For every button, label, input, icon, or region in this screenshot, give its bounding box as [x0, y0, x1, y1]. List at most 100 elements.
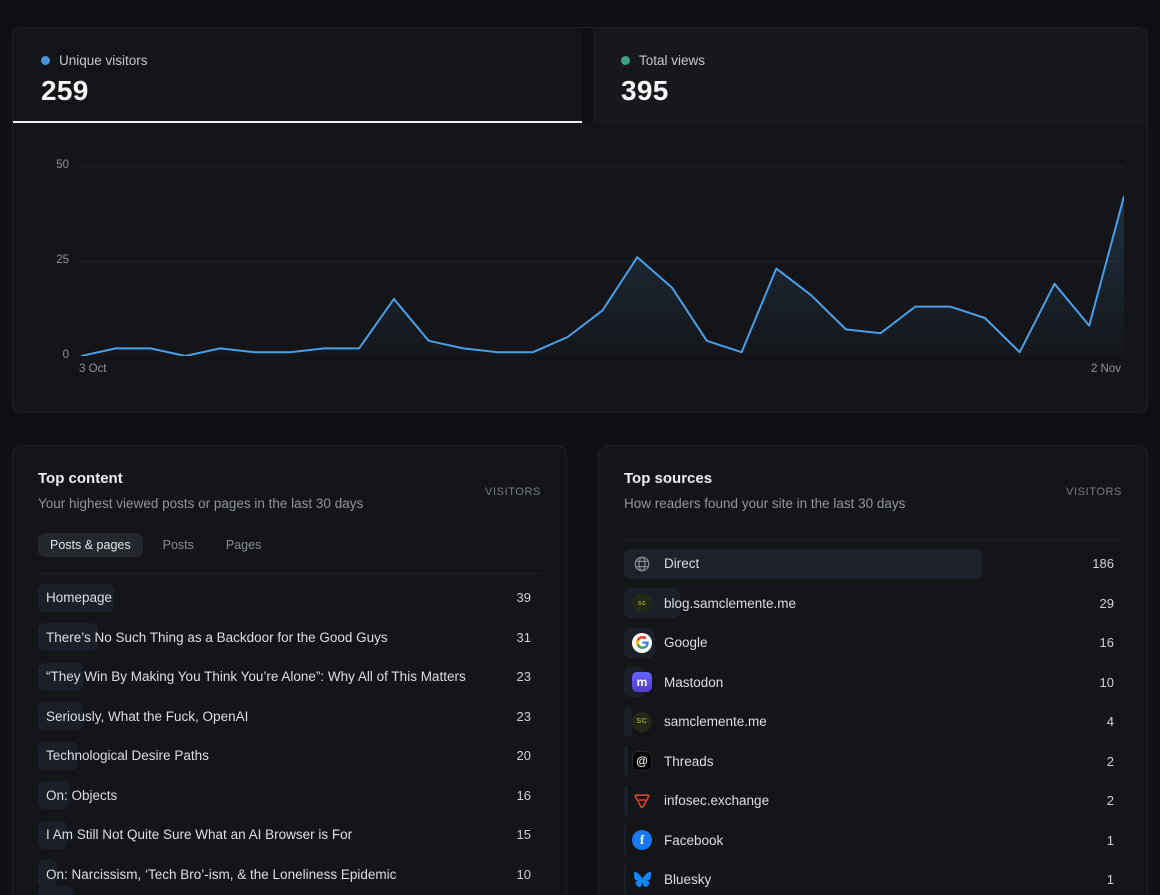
visitor-count: 20 — [516, 748, 531, 764]
visitor-count: 16 — [516, 787, 531, 803]
visitor-count: 1 — [1106, 872, 1114, 888]
visitor-bar — [624, 706, 632, 737]
source-row[interactable]: infosec.exchange 2 — [624, 781, 1122, 821]
content-row[interactable]: On: Narcissism, ‘Tech Bro’-ism, & the Lo… — [38, 855, 541, 895]
visitor-count: 29 — [1099, 595, 1114, 611]
kpi-tab-total-views[interactable]: Total views 395 — [593, 28, 1147, 123]
visitor-count: 15 — [516, 827, 531, 843]
visitors-column-header: VISITORS — [1066, 486, 1122, 498]
source-name: infosec.exchange — [664, 793, 770, 809]
content-row[interactable]: “They Win By Making You Think You’re Alo… — [38, 657, 541, 697]
source-name: Bluesky — [664, 872, 712, 888]
visitor-count: 10 — [516, 866, 531, 882]
visitor-bar — [624, 825, 626, 856]
bluesky-icon — [632, 870, 652, 890]
kpi-label: Unique visitors — [59, 53, 148, 68]
source-name: blog.samclemente.me — [664, 595, 797, 611]
divider — [624, 539, 1122, 540]
globe-icon — [632, 554, 652, 574]
visitor-count: 1 — [1106, 832, 1114, 848]
x-axis-tick-end: 2 Nov — [1090, 363, 1121, 375]
visitor-bar — [624, 746, 628, 777]
google-icon — [632, 632, 652, 653]
mastodon-icon: m — [632, 672, 652, 693]
content-row-partial[interactable] — [38, 886, 541, 895]
content-title: I Am Still Not Quite Sure What an AI Bro… — [46, 827, 353, 843]
card-title: Top sources — [624, 470, 713, 487]
source-row[interactable]: Bluesky 1 — [624, 860, 1122, 895]
content-row[interactable]: I Am Still Not Quite Sure What an AI Bro… — [38, 815, 541, 855]
unique-visitors-dot-icon — [41, 56, 50, 65]
content-title: On: Narcissism, ‘Tech Bro’-ism, & the Lo… — [46, 866, 397, 882]
visitor-bar — [38, 623, 99, 652]
sources-list: Direct 186 sc blog.samclemente.me 29 Google 16… — [624, 544, 1122, 895]
content-type-tabs: Posts & pages Posts Pages — [38, 533, 541, 557]
visitor-bar — [38, 886, 74, 895]
tab-posts-pages[interactable]: Posts & pages — [38, 533, 143, 557]
content-title: Homepage — [46, 590, 113, 606]
top-sources-card: Top sources How readers found your site … — [598, 445, 1148, 895]
infosec-exchange-icon — [632, 791, 652, 811]
content-row[interactable]: There’s No Such Thing as a Backdoor for … — [38, 618, 541, 658]
source-row[interactable]: SC samclemente.me 4 — [624, 702, 1122, 742]
gridline-25 — [81, 261, 1124, 262]
source-row[interactable]: Google 16 — [624, 623, 1122, 663]
total-views-dot-icon — [621, 56, 630, 65]
content-title: Seriously, What the Fuck, OpenAI — [46, 708, 249, 724]
source-row[interactable]: @ Threads 2 — [624, 742, 1122, 782]
content-title: “They Win By Making You Think You’re Alo… — [46, 669, 466, 685]
divider — [38, 573, 541, 574]
facebook-icon: f — [632, 830, 652, 851]
card-subtitle: How readers found your site in the last … — [624, 496, 906, 511]
visitor-bar — [38, 781, 70, 810]
kpi-value: 395 — [621, 75, 669, 106]
source-row[interactable]: f Facebook 1 — [624, 821, 1122, 861]
source-name: Threads — [664, 753, 714, 769]
visitor-bar — [38, 662, 83, 691]
source-name: samclemente.me — [664, 714, 767, 730]
threads-icon: @ — [632, 751, 652, 772]
visitors-column-header: VISITORS — [485, 486, 541, 498]
tab-pages[interactable]: Pages — [225, 538, 262, 552]
content-title: There’s No Such Thing as a Backdoor for … — [46, 629, 388, 645]
visitor-count: 23 — [516, 708, 531, 724]
chart-line — [81, 195, 1124, 356]
source-name: Direct — [664, 556, 700, 572]
visitor-bar — [38, 820, 68, 849]
content-row[interactable]: Homepage 39 — [38, 578, 541, 618]
visitor-count: 16 — [1099, 635, 1114, 651]
source-row[interactable]: sc blog.samclemente.me 29 — [624, 584, 1122, 624]
visitor-count: 2 — [1106, 753, 1114, 769]
content-row[interactable]: Seriously, What the Fuck, OpenAI 23 — [38, 697, 541, 737]
y-axis-tick: 50 — [56, 159, 69, 171]
visitor-bar — [38, 741, 77, 770]
source-row[interactable]: Direct 186 — [624, 544, 1122, 584]
content-title: Technological Desire Paths — [46, 748, 209, 764]
x-axis-tick-start: 3 Oct — [79, 363, 107, 375]
visitor-count: 31 — [516, 629, 531, 645]
visitor-count: 23 — [516, 669, 531, 685]
visitor-bar — [624, 785, 628, 816]
visitor-count: 186 — [1092, 556, 1114, 572]
visitor-count: 39 — [516, 590, 531, 606]
content-row[interactable]: Technological Desire Paths 20 — [38, 736, 541, 776]
visitor-bar — [624, 864, 626, 895]
visitor-bar — [624, 548, 982, 579]
kpi-tab-divider — [582, 28, 593, 123]
kpi-tab-unique-visitors[interactable]: Unique visitors 259 — [13, 28, 582, 123]
y-axis-tick: 0 — [62, 349, 69, 361]
source-name: Facebook — [664, 832, 724, 848]
chart-area-fill — [81, 196, 1124, 356]
visitor-bar — [38, 583, 114, 612]
visitor-bar — [38, 860, 58, 889]
content-title: On: Objects — [46, 787, 118, 803]
visitors-line-chart[interactable] — [81, 125, 1124, 356]
content-row[interactable]: On: Objects 16 — [38, 776, 541, 816]
card-title: Top content — [38, 470, 123, 487]
source-row[interactable]: m Mastodon 10 — [624, 663, 1122, 703]
analytics-overview-card: Unique visitors 259 Total views 395 50 2… — [12, 27, 1148, 413]
tab-posts[interactable]: Posts — [162, 538, 194, 552]
visitor-bar — [38, 702, 83, 731]
visitors-chart[interactable]: 50 25 0 3 Oct 2 Nov — [13, 125, 1147, 412]
y-axis-tick: 25 — [56, 254, 69, 266]
